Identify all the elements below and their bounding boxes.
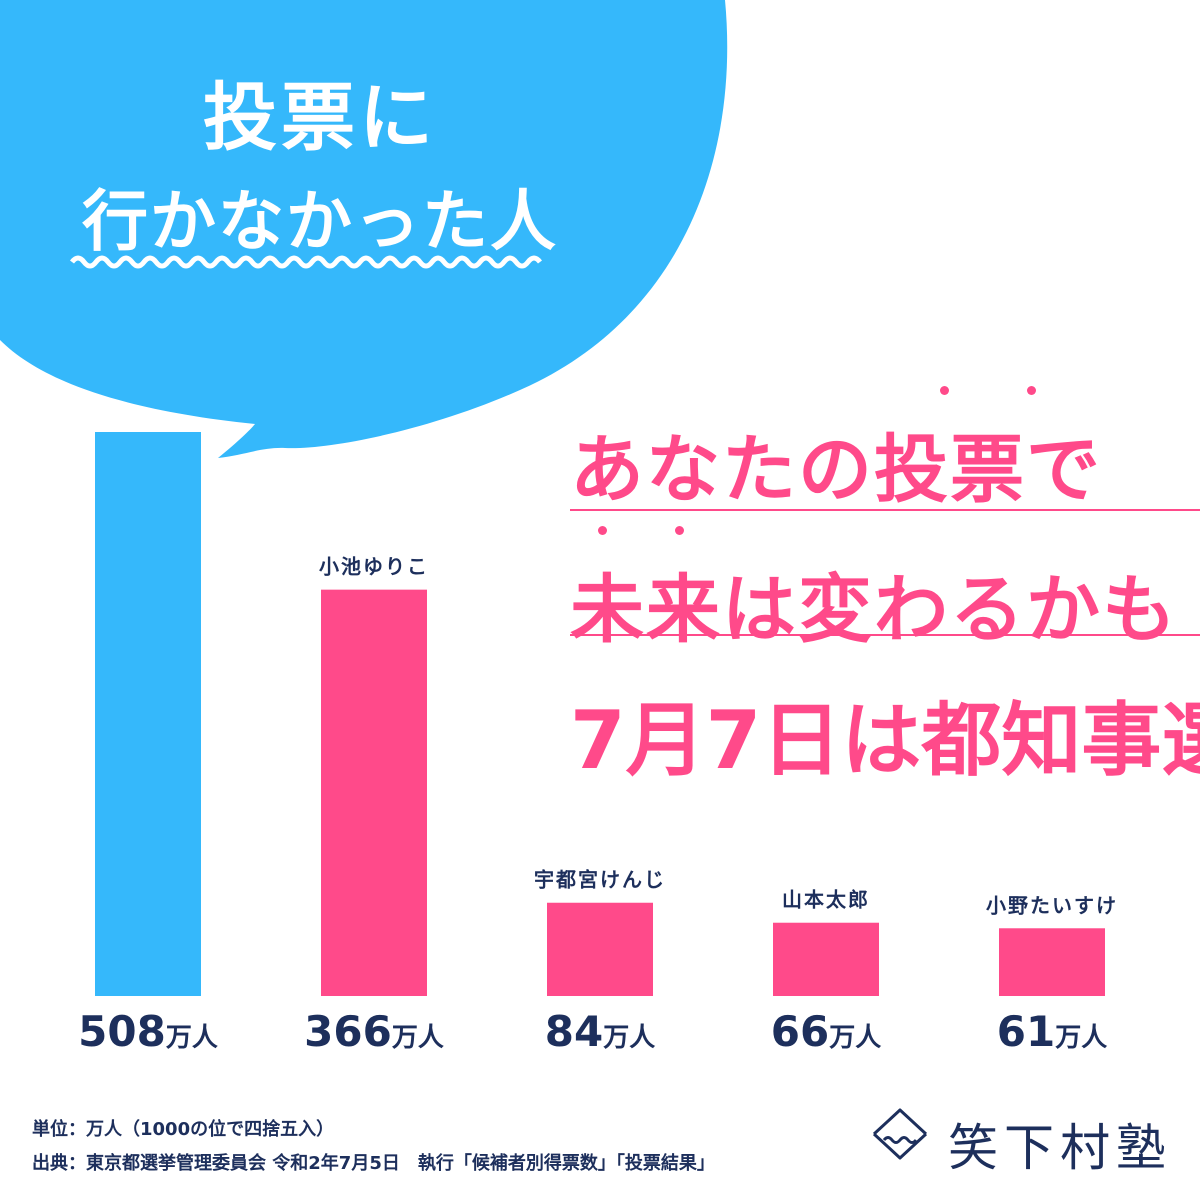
emphasis-dot [940,386,949,395]
bar-category-label: 小池ゆりこ [319,555,429,579]
message-divider [570,509,1200,511]
logo [872,1108,928,1160]
bar-category-label: 宇都宮けんじ [534,868,666,892]
emphasis-dot [1027,386,1036,395]
bar-value-label: 84万人 [545,1007,655,1056]
bar-value-label: 366万人 [304,1007,444,1056]
bar-value-label: 66万人 [771,1007,881,1056]
bar-value-label: 61万人 [997,1007,1107,1056]
emphasis-dot [598,526,607,535]
bar [95,432,201,996]
bar [773,922,879,996]
logo-text: 笑下村塾 [948,1119,1172,1177]
source-note: 出典：東京都選挙管理委員会 令和2年7月5日 執行「候補者別得票数」「投票結果」 [32,1153,715,1174]
message-line2: 未来は変わるかも [570,567,1178,653]
emphasis-dot [675,526,684,535]
message-line1: あなたの投票で [570,427,1102,513]
wavy-underline [70,255,542,269]
message-divider [570,634,1200,636]
bubble-title-line2: 行かなかった人 [82,183,558,260]
bar-category-label: 山本太郎 [782,888,870,912]
message-line3: 7月7日は都知事選 [570,694,1200,787]
bar-category-label: 小野たいすけ [986,893,1118,917]
bar [547,902,653,996]
bubble-title-line1: 投票に [203,75,437,161]
bar-value-label: 508万人 [78,1007,218,1056]
unit-note: 単位：万人（1000の位で四捨五入） [32,1119,335,1140]
bar [321,589,427,996]
mountain-wave-icon [872,1108,928,1160]
speech-bubble-shape [0,0,728,458]
bar [999,928,1105,996]
